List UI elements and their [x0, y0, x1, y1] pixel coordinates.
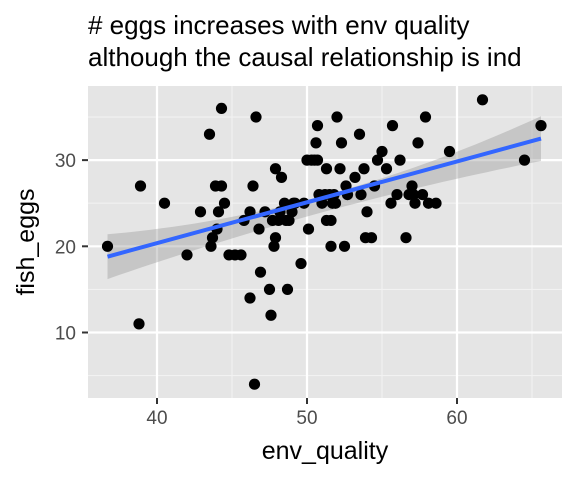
data-point	[269, 163, 282, 175]
data-point	[283, 214, 295, 227]
x-tick-label: 50	[296, 408, 317, 429]
data-point	[361, 206, 373, 218]
data-point	[443, 145, 456, 158]
data-point	[311, 154, 324, 166]
data-point	[325, 240, 337, 252]
data-point	[371, 154, 384, 166]
data-point	[338, 240, 351, 252]
data-point	[133, 318, 145, 330]
data-point	[181, 249, 193, 261]
y-axis-title: fish_eggs	[12, 188, 40, 295]
data-point	[334, 163, 346, 175]
data-point	[215, 180, 228, 192]
data-point	[320, 163, 333, 175]
data-point	[430, 197, 442, 209]
data-point	[535, 120, 547, 132]
data-point	[244, 206, 256, 218]
data-point	[244, 292, 256, 304]
axis-tick-labels: 40 50 60 10 20 30	[55, 151, 468, 429]
data-point	[325, 214, 337, 227]
data-point	[265, 309, 277, 321]
data-point	[101, 240, 114, 252]
data-point	[269, 232, 282, 244]
data-point	[281, 283, 294, 296]
data-point	[203, 128, 216, 140]
data-point	[518, 154, 531, 166]
axis-ticks	[82, 159, 458, 404]
data-point	[340, 180, 352, 192]
data-point	[419, 111, 432, 123]
data-point	[391, 188, 403, 201]
regression-line	[106, 136, 542, 259]
x-tick-label: 40	[146, 408, 167, 429]
data-point	[206, 232, 219, 244]
y-tick-label: 30	[55, 151, 76, 172]
data-point	[218, 197, 231, 209]
y-tick-label: 20	[55, 237, 76, 258]
data-point	[268, 240, 280, 252]
data-point	[394, 154, 406, 166]
data-point	[158, 197, 171, 209]
data-point	[409, 197, 421, 209]
data-point	[134, 180, 147, 192]
data-point	[376, 145, 388, 158]
data-point	[247, 180, 259, 192]
data-point	[205, 240, 217, 252]
data-point	[355, 188, 367, 201]
data-point	[386, 120, 399, 132]
data-point	[380, 163, 393, 175]
data-point	[358, 163, 370, 175]
data-point	[400, 232, 412, 244]
x-axis-title: env_quality	[262, 437, 389, 465]
x-tick-label: 60	[446, 408, 467, 429]
data-point	[194, 206, 207, 218]
data-point	[253, 223, 265, 235]
data-point	[331, 111, 343, 123]
major-gridlines	[88, 86, 562, 398]
data-point	[476, 94, 489, 106]
data-point	[235, 249, 247, 261]
data-point	[406, 180, 418, 192]
data-point	[215, 102, 228, 115]
data-point	[311, 120, 324, 132]
data-point	[248, 378, 261, 390]
data-point	[365, 232, 378, 244]
data-point	[407, 188, 420, 201]
data-point	[412, 137, 424, 149]
chart-subtitle: although the causal relationship is ind	[88, 42, 522, 72]
data-point	[416, 188, 429, 201]
data-point	[212, 206, 225, 218]
data-point	[310, 137, 322, 149]
chart-title: # eggs increases with env quality	[88, 10, 470, 40]
data-point	[250, 111, 262, 123]
data-point	[349, 171, 361, 183]
data-point	[275, 171, 288, 183]
data-point	[335, 137, 348, 149]
data-point	[385, 197, 397, 209]
data-point	[353, 128, 366, 140]
fit-line-layer	[106, 136, 542, 259]
data-point	[302, 223, 315, 235]
data-point	[263, 283, 276, 296]
data-point	[329, 197, 342, 209]
data-point	[254, 266, 267, 278]
data-point	[295, 257, 307, 270]
y-tick-label: 10	[55, 323, 76, 344]
